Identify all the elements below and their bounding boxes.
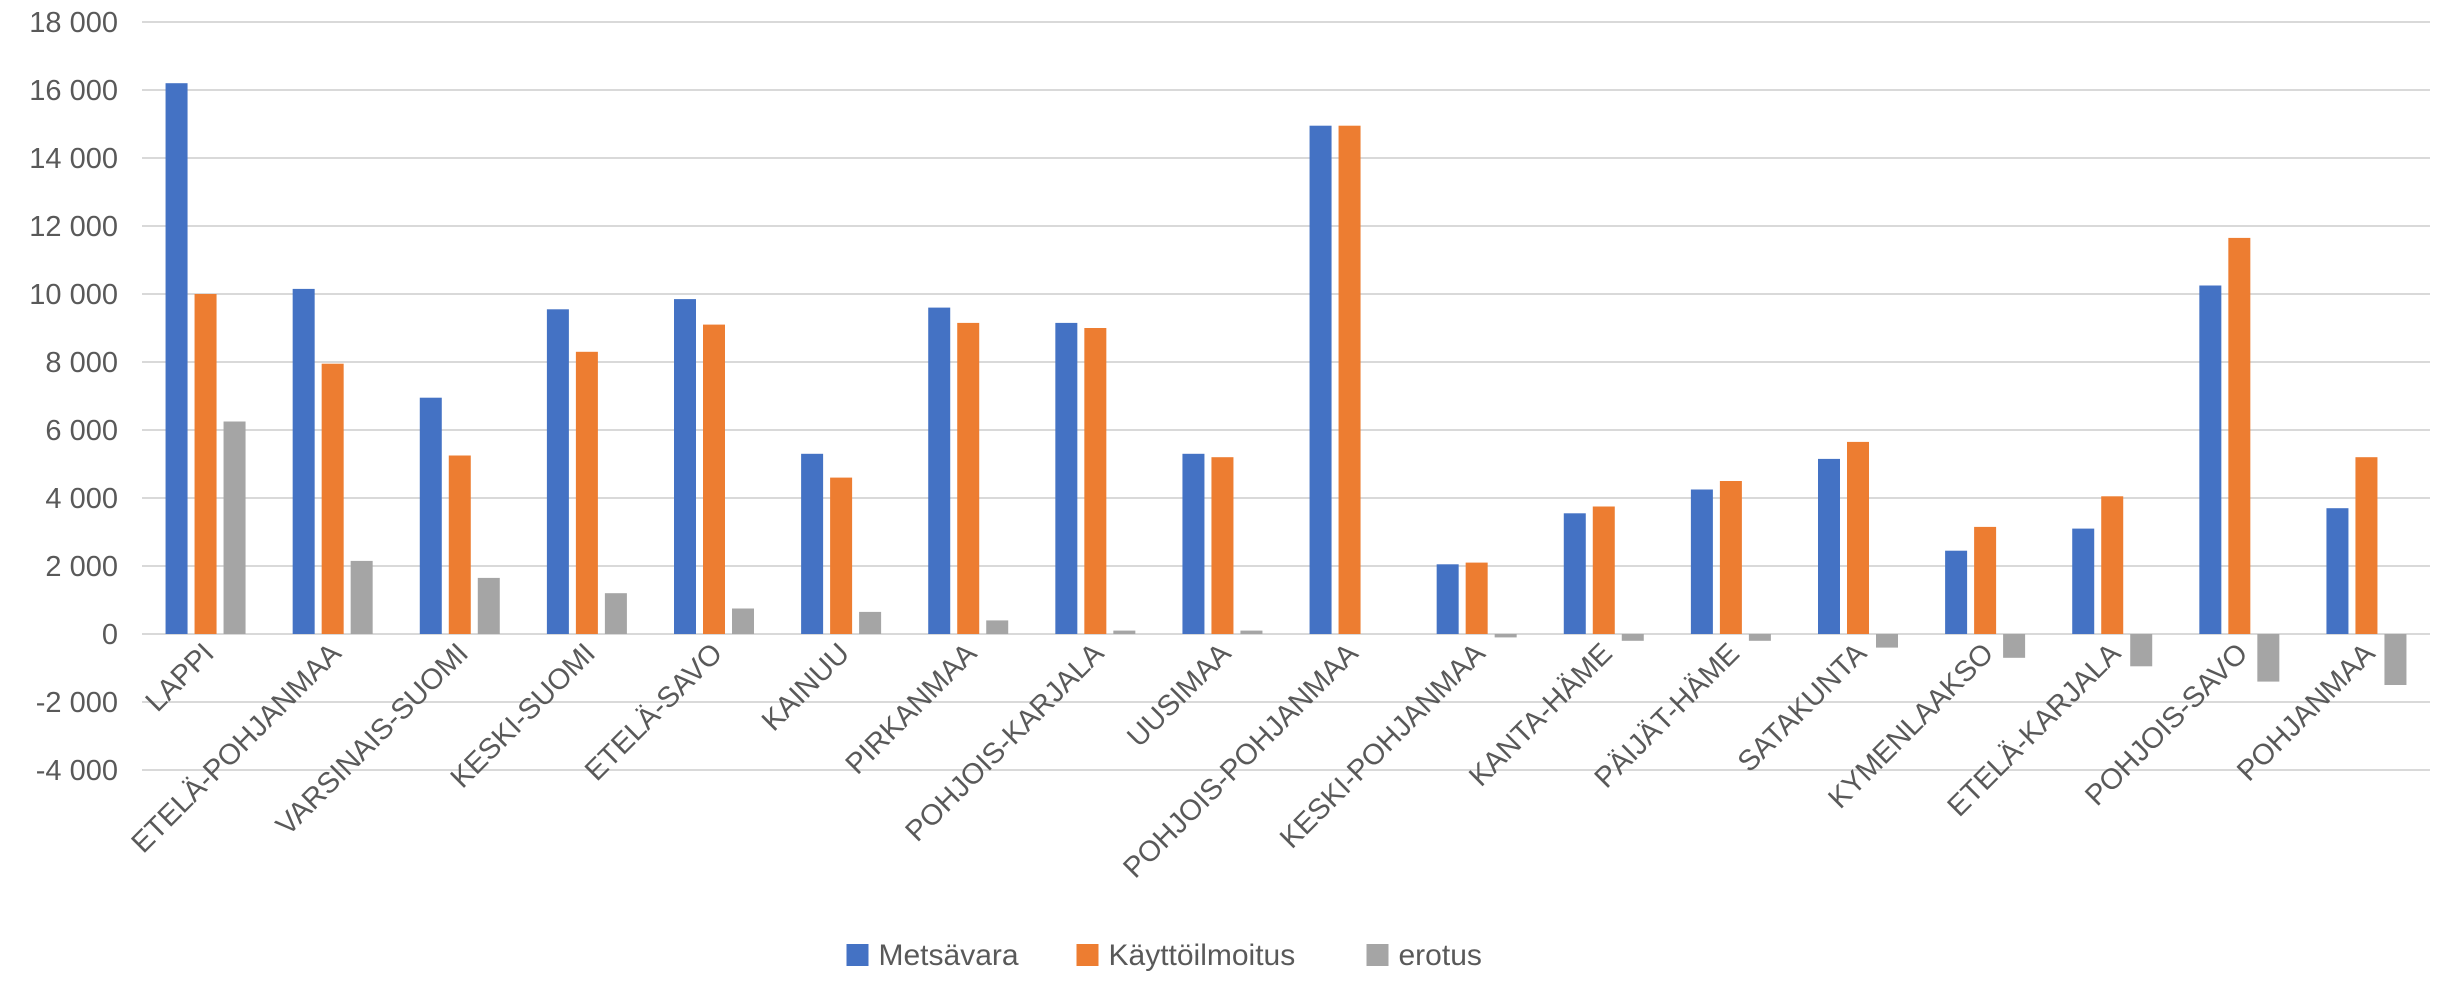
bar-mets-vara-14 xyxy=(1945,550,1968,634)
y-tick-label: -2 000 xyxy=(36,687,118,719)
x-axis-ticks: LAPPIETELÄ-POHJANMAAVARSINAIS-SUOMIKESKI… xyxy=(126,637,2382,885)
bar-mets-vara-1 xyxy=(292,288,315,634)
bar-k-ytt-ilmoitus-2 xyxy=(448,455,471,634)
y-tick-label: 14 000 xyxy=(29,143,118,175)
y-tick-label: 10 000 xyxy=(29,279,118,311)
y-tick-label: 0 xyxy=(102,619,118,651)
x-tick-label: LAPPI xyxy=(140,637,221,718)
x-tick-label: KESKI-POHJANMAA xyxy=(1274,637,1492,855)
bar-mets-vara-8 xyxy=(1182,453,1205,634)
bar-erotus-8 xyxy=(1240,630,1263,634)
x-tick-label: ETELÄ-POHJANMAA xyxy=(126,637,348,859)
bar-erotus-11 xyxy=(1621,634,1644,641)
bar-mets-vara-9 xyxy=(1309,125,1332,634)
bar-k-ytt-ilmoitus-14 xyxy=(1974,526,1997,634)
y-tick-label: 6 000 xyxy=(45,415,118,447)
bar-k-ytt-ilmoitus-1 xyxy=(321,363,344,634)
bar-k-ytt-ilmoitus-4 xyxy=(703,324,725,634)
legend-label: Metsävara xyxy=(879,939,1019,972)
bars xyxy=(165,83,2407,685)
legend-swatch xyxy=(846,944,869,966)
bar-k-ytt-ilmoitus-17 xyxy=(2355,457,2378,634)
bar-mets-vara-13 xyxy=(1818,458,1840,634)
y-tick-label: 8 000 xyxy=(45,347,118,379)
legend-swatch xyxy=(1366,944,1389,966)
bar-mets-vara-4 xyxy=(674,299,696,634)
legend-swatch xyxy=(1076,944,1099,966)
bar-erotus-12 xyxy=(1748,634,1771,641)
y-tick-label: 2 000 xyxy=(45,551,118,583)
bar-erotus-10 xyxy=(1494,634,1517,638)
bar-k-ytt-ilmoitus-0 xyxy=(194,294,217,634)
bar-mets-vara-2 xyxy=(419,397,442,634)
bar-erotus-15 xyxy=(2130,634,2153,667)
bar-k-ytt-ilmoitus-3 xyxy=(575,351,598,634)
bar-k-ytt-ilmoitus-10 xyxy=(1465,562,1488,634)
bar-erotus-13 xyxy=(1876,634,1898,648)
bar-mets-vara-5 xyxy=(801,453,824,634)
x-tick-label: KAINUU xyxy=(756,637,856,737)
bar-k-ytt-ilmoitus-9 xyxy=(1338,125,1361,634)
bar-k-ytt-ilmoitus-5 xyxy=(830,477,853,634)
bar-mets-vara-11 xyxy=(1563,513,1586,634)
gridlines xyxy=(142,21,2430,771)
bar-mets-vara-7 xyxy=(1055,322,1078,634)
bar-erotus-16 xyxy=(2257,634,2280,682)
x-tick-label: POHJOIS-POHJANMAA xyxy=(1117,637,1365,885)
legend-label: Käyttöilmoitus xyxy=(1109,939,1296,972)
bar-erotus-6 xyxy=(986,620,1009,634)
bar-k-ytt-ilmoitus-15 xyxy=(2101,496,2124,634)
bar-mets-vara-12 xyxy=(1690,489,1713,634)
bar-k-ytt-ilmoitus-12 xyxy=(1719,481,1742,634)
bar-erotus-5 xyxy=(859,611,882,634)
bar-erotus-7 xyxy=(1113,630,1136,634)
y-tick-label: 18 000 xyxy=(29,7,118,39)
bar-erotus-14 xyxy=(2003,634,2026,658)
bar-erotus-4 xyxy=(732,608,754,634)
bar-erotus-3 xyxy=(604,593,627,634)
legend-label: erotus xyxy=(1399,939,1482,972)
bar-erotus-0 xyxy=(223,421,246,634)
y-tick-label: 16 000 xyxy=(29,75,118,107)
bar-erotus-1 xyxy=(350,560,373,634)
bar-k-ytt-ilmoitus-16 xyxy=(2228,237,2251,634)
bar-k-ytt-ilmoitus-7 xyxy=(1084,328,1107,634)
y-tick-label: 12 000 xyxy=(29,211,118,243)
bar-erotus-17 xyxy=(2384,634,2407,685)
legend: Metsävara Käyttöilmoitus erotus xyxy=(846,939,1482,972)
y-tick-label: -4 000 xyxy=(36,755,118,787)
bar-k-ytt-ilmoitus-11 xyxy=(1592,506,1615,634)
bar-mets-vara-16 xyxy=(2199,285,2222,634)
bar-mets-vara-0 xyxy=(165,83,188,634)
bar-mets-vara-6 xyxy=(928,307,951,634)
x-tick-label: PIRKANMAA xyxy=(840,637,984,781)
bar-mets-vara-15 xyxy=(2072,528,2095,634)
bar-k-ytt-ilmoitus-13 xyxy=(1847,441,1869,634)
bar-mets-vara-17 xyxy=(2326,508,2349,634)
bar-mets-vara-10 xyxy=(1436,564,1459,634)
y-axis-ticks: 18 000 16 000 14 000 12 000 10 000 8 000 6 000… xyxy=(29,7,118,787)
bar-erotus-2 xyxy=(477,577,500,634)
y-tick-label: 4 000 xyxy=(45,483,118,515)
bar-mets-vara-3 xyxy=(546,309,569,634)
bar-k-ytt-ilmoitus-8 xyxy=(1211,457,1234,634)
x-tick-label: UUSIMAA xyxy=(1121,637,1238,754)
bar-k-ytt-ilmoitus-6 xyxy=(957,322,980,634)
x-tick-label: SATAKUNTA xyxy=(1732,637,1874,779)
